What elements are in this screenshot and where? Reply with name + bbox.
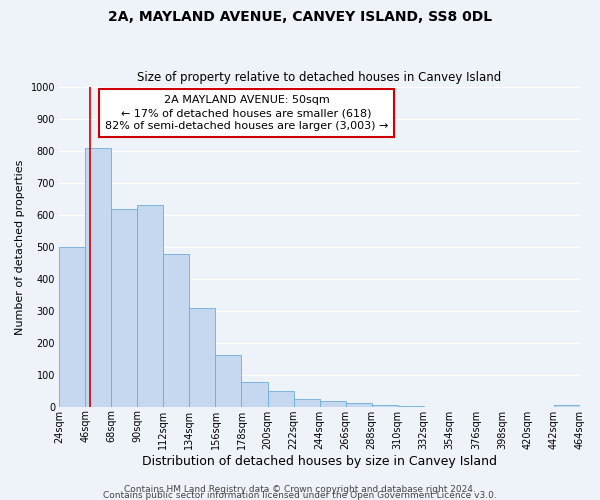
- Title: Size of property relative to detached houses in Canvey Island: Size of property relative to detached ho…: [137, 72, 502, 85]
- Y-axis label: Number of detached properties: Number of detached properties: [15, 159, 25, 334]
- Bar: [112, 210, 137, 406]
- Bar: [371, 405, 398, 406]
- Bar: [59, 247, 85, 406]
- Bar: [293, 398, 320, 406]
- Bar: [85, 148, 112, 406]
- Bar: [163, 254, 190, 406]
- Bar: [137, 204, 163, 406]
- Text: 2A MAYLAND AVENUE: 50sqm
← 17% of detached houses are smaller (618)
82% of semi-: 2A MAYLAND AVENUE: 50sqm ← 17% of detach…: [105, 95, 388, 132]
- Text: Contains HM Land Registry data © Crown copyright and database right 2024.: Contains HM Land Registry data © Crown c…: [124, 485, 476, 494]
- X-axis label: Distribution of detached houses by size in Canvey Island: Distribution of detached houses by size …: [142, 454, 497, 468]
- Bar: [190, 308, 215, 406]
- Text: 2A, MAYLAND AVENUE, CANVEY ISLAND, SS8 0DL: 2A, MAYLAND AVENUE, CANVEY ISLAND, SS8 0…: [108, 10, 492, 24]
- Bar: [215, 355, 241, 406]
- Bar: [554, 405, 580, 406]
- Bar: [268, 392, 293, 406]
- Bar: [346, 404, 371, 406]
- Bar: [241, 382, 268, 406]
- Bar: [320, 401, 346, 406]
- Text: Contains public sector information licensed under the Open Government Licence v3: Contains public sector information licen…: [103, 490, 497, 500]
